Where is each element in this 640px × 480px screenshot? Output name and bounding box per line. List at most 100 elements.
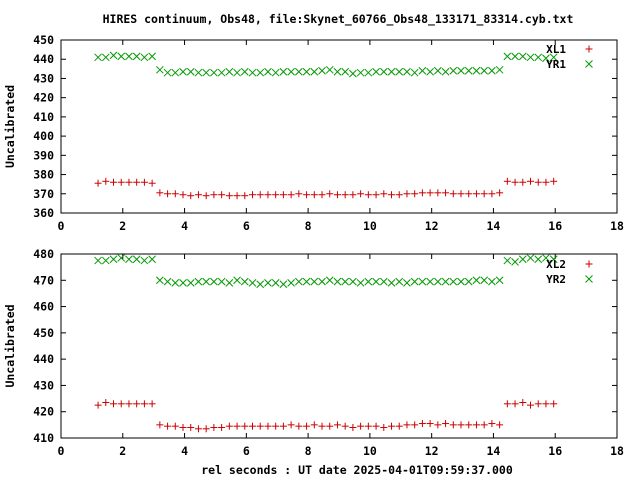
data-point [202,68,211,77]
series-xl2 [94,399,558,433]
data-point [303,422,311,430]
data-point [411,190,419,198]
data-point [410,277,419,286]
data-point [271,68,280,77]
data-point [472,276,481,285]
data-point [117,254,126,262]
data-point [194,191,202,199]
data-point [110,178,118,186]
data-point [410,68,419,77]
y-tick-label: 440 [33,352,54,366]
data-point [433,277,442,286]
data-point [310,421,318,429]
data-point [518,255,527,264]
data-point [140,178,148,186]
data-point [310,67,319,76]
data-point [202,277,211,286]
data-point [441,277,450,286]
data-point [287,421,295,429]
data-point [549,53,558,62]
data-point [155,65,164,74]
data-point [302,67,311,76]
data-point [534,178,542,186]
data-point [179,67,187,76]
data-point [132,52,141,61]
data-point [503,177,511,185]
data-point [148,400,156,408]
data-point [117,52,126,61]
data-point [256,68,265,77]
data-point [395,422,403,430]
data-point [333,67,342,76]
data-point [140,400,148,408]
x-tick-label: 12 [425,444,439,458]
data-point [426,277,434,286]
data-point [117,178,125,186]
data-point [125,255,133,264]
data-point [264,422,272,430]
x-tick-label: 18 [610,444,624,458]
chart-panels: 0 2 4 6 8 10 12 14 16 183603703803904004104204304… [3,33,624,477]
data-point [341,422,349,430]
data-point [426,189,434,197]
data-point [349,191,357,199]
data-point [249,422,257,430]
data-point [488,277,496,286]
data-point [472,421,480,429]
data-point [210,68,218,77]
data-point [403,190,411,198]
data-point [94,256,102,265]
data-point [94,401,102,409]
data-point [202,425,210,433]
data-point [179,423,187,431]
data-point [534,400,542,408]
data-point [349,69,357,78]
data-point [465,421,473,429]
y-tick-label: 480 [33,247,54,261]
data-point [163,68,172,77]
data-point [109,51,118,60]
data-point [549,255,558,264]
data-point [279,422,287,430]
data-point [171,68,180,77]
data-point [256,280,265,289]
data-point [472,190,480,198]
data-point [457,277,465,286]
data-point [287,279,295,287]
x-tick-label: 0 [58,444,65,458]
x-tick-label: 16 [548,219,562,233]
data-point [441,67,450,76]
y-axis-label: Uncalibrated [3,304,17,387]
y-tick-label: 380 [33,168,54,182]
legend-label: XL2 [546,258,566,271]
data-point [364,277,373,286]
data-point [472,66,481,75]
data-point [171,279,180,287]
data-point [542,254,550,262]
data-point [287,191,295,199]
data-point [225,192,233,200]
data-point [364,422,372,430]
data-point [272,422,280,430]
data-point [418,420,426,428]
x-tick-label: 4 [181,219,188,233]
chart-title: HIRES continuum, Obs48, file:Skynet_6076… [103,12,574,27]
data-point [164,422,172,430]
data-point [403,67,411,76]
plot-frame [60,39,618,214]
data-point [264,191,272,199]
x-tick-label: 10 [363,444,377,458]
data-point [171,190,179,198]
data-point [302,277,311,286]
data-point [364,68,373,77]
data-point [101,256,110,265]
y-tick-label: 390 [33,148,54,162]
legend-label: XL1 [546,43,566,56]
data-point [318,422,326,430]
data-point [527,401,535,409]
y-tick-label: 360 [33,206,54,220]
data-point [125,400,133,408]
data-point [542,54,550,63]
data-point [179,279,187,287]
data-point [233,68,241,77]
